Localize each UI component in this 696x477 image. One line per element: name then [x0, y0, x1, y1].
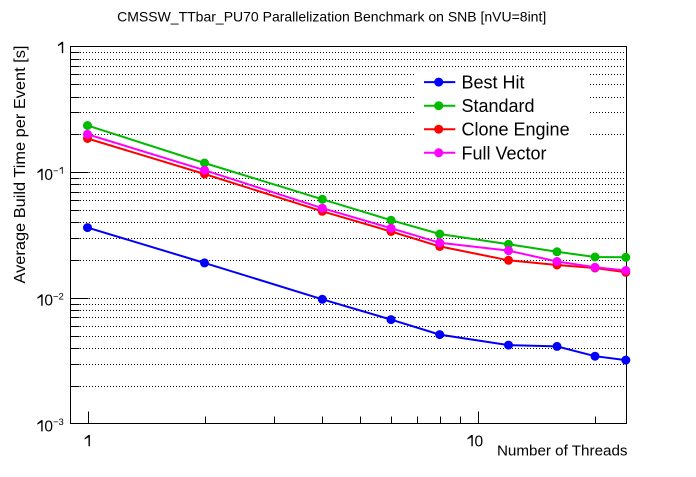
svg-text:CMSSW_TTbar_PU70 Parallelizati: CMSSW_TTbar_PU70 Parallelization Benchma… [117, 8, 546, 24]
svg-text:Full Vector: Full Vector [462, 143, 547, 163]
svg-text:Number of Threads: Number of Threads [497, 442, 628, 459]
svg-text:0: 0 [475, 433, 484, 450]
svg-text:Best Hit: Best Hit [462, 73, 525, 93]
svg-text:0: 0 [44, 293, 53, 310]
svg-text:Standard: Standard [462, 96, 535, 116]
svg-text:0: 0 [44, 418, 53, 435]
svg-text:−: − [53, 166, 59, 177]
svg-text:0: 0 [44, 167, 53, 184]
svg-text:Clone Engine: Clone Engine [462, 120, 570, 140]
svg-text:−3: −3 [53, 417, 64, 428]
svg-text:Average Build Time per Event [: Average Build Time per Event [s] [12, 46, 29, 284]
svg-text:−2: −2 [53, 291, 64, 302]
